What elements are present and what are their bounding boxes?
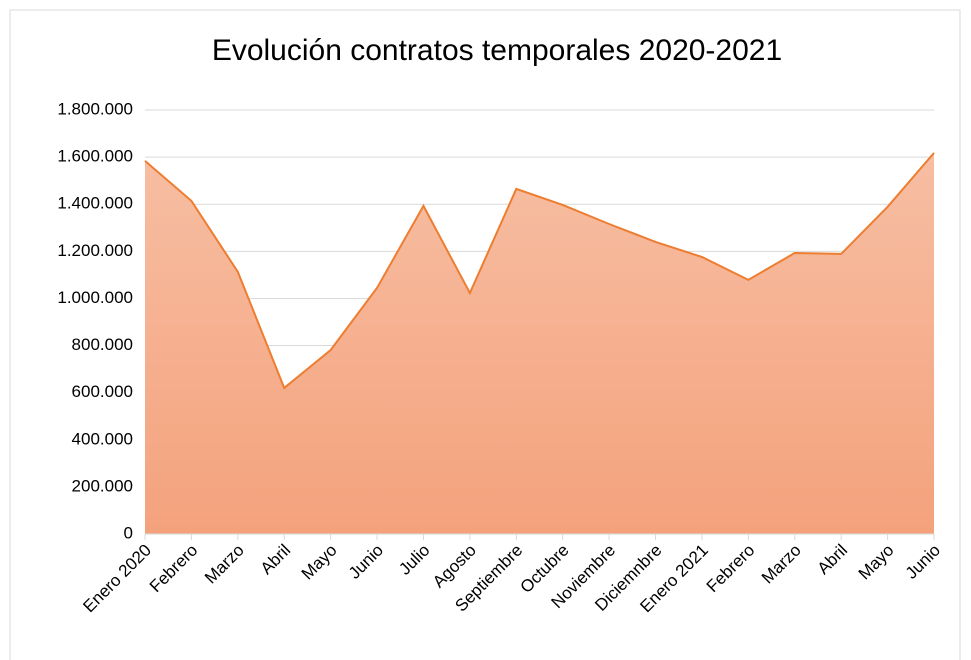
y-tick-label: 800.000 <box>72 335 133 354</box>
area-line <box>144 152 935 390</box>
y-tick-label: 200.000 <box>72 476 133 495</box>
y-tick-label: 1.400.000 <box>57 194 133 213</box>
y-tick-label: 1.600.000 <box>57 147 133 166</box>
y-tick-label: 400.000 <box>72 429 133 448</box>
y-tick-label: 1.200.000 <box>57 241 133 260</box>
y-tick-label: 600.000 <box>72 382 133 401</box>
y-tick-label: 1.800.000 <box>57 99 133 118</box>
chart-title: Evolución contratos temporales 2020-2021 <box>212 34 782 67</box>
y-tick-label: 1.000.000 <box>57 288 133 307</box>
y-tick-label: 0 <box>124 523 133 542</box>
area <box>145 152 934 535</box>
